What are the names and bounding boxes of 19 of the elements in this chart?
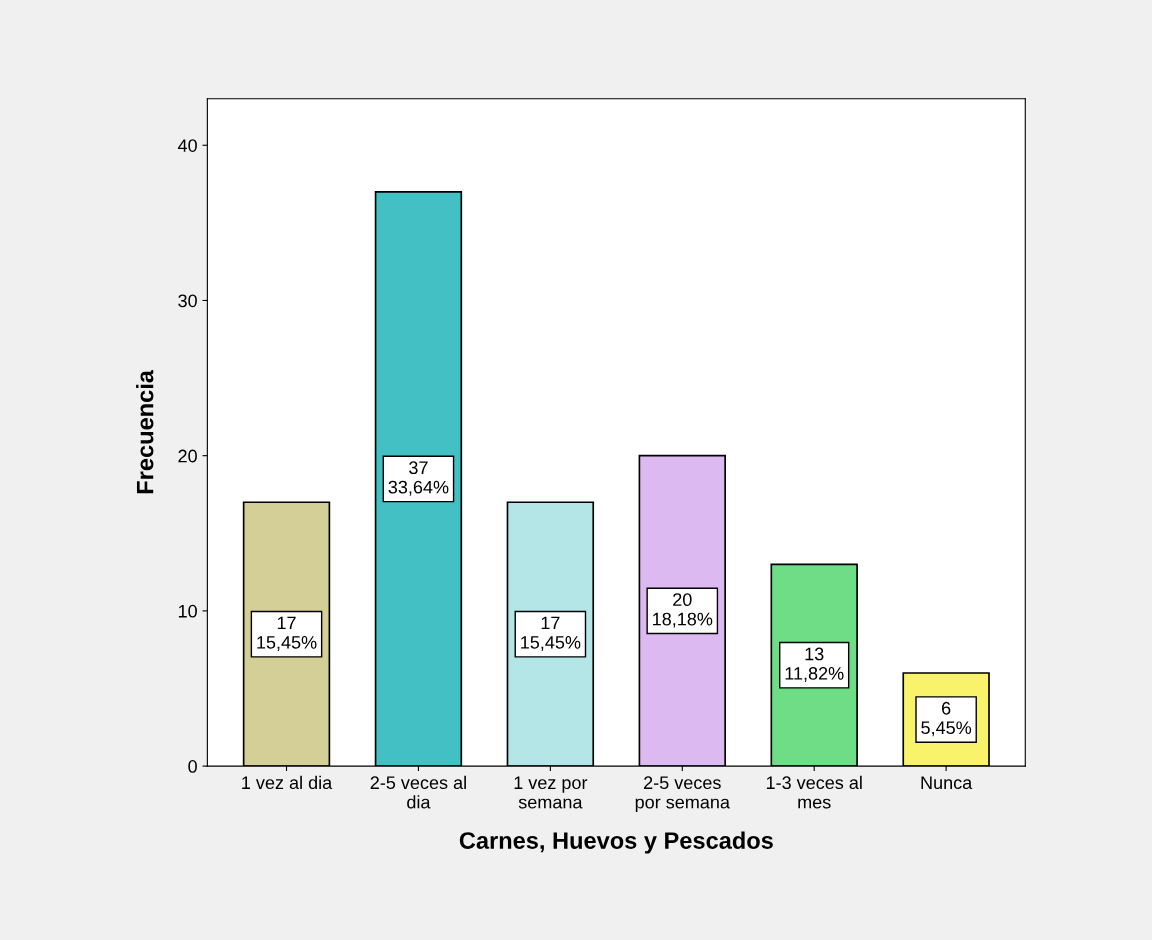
y-tick-label: 0 (188, 760, 197, 773)
x-axis-title: Carnes, Huevos y Pescados (459, 831, 773, 854)
data-label: 13 11,82% (785, 647, 844, 682)
x-tick-label: 2-5 veces por semana (635, 776, 730, 813)
y-axis-title: Frecuencia (136, 369, 154, 494)
x-tick-label: 1 vez al dia (242, 775, 333, 790)
y-tick-label: 10 (178, 604, 197, 618)
x-tick-label: 1 vez por semana (514, 776, 588, 809)
x-tick-label: 1-3 veces al mes (766, 775, 862, 809)
data-label: 20 18,18% (653, 593, 713, 628)
data-label: 6 5,45% (921, 701, 972, 737)
y-tick-label: 30 (178, 294, 197, 308)
y-tick-label: 40 (177, 139, 197, 152)
data-label: 37 33,64% (388, 461, 449, 496)
y-tick-label: 20 (178, 449, 197, 463)
x-tick-label: 2-5 veces al dia (370, 775, 466, 809)
data-label: 17 15,45% (521, 616, 581, 651)
data-label: 17 15,45% (257, 616, 317, 651)
x-tick-label: Nunca (921, 776, 973, 790)
